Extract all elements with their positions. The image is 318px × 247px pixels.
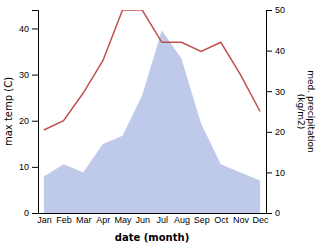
y2-tick-mark — [266, 10, 272, 11]
x-tick-label: Mar — [76, 215, 92, 225]
y2-axis-title: med. precipitation(kg/m2) — [296, 70, 316, 152]
y-tick-mark — [32, 167, 38, 168]
y-tick-label: 30 — [19, 70, 29, 80]
x-tick-label: Jan — [37, 215, 52, 225]
x-tick: Aug — [174, 213, 190, 225]
marks — [44, 10, 260, 213]
y-tick: 40 — [19, 24, 38, 34]
x-tick: Mar — [76, 213, 92, 225]
x-tick: Jan — [37, 213, 52, 225]
y2-tick: 30 — [266, 87, 285, 97]
y2-tick-label: 40 — [275, 46, 285, 56]
x-axis-line — [39, 213, 267, 214]
y-axis-line — [32, 11, 39, 214]
y-axis: 0 10 20 30 40 — [19, 11, 39, 219]
x-tick: Apr — [96, 213, 110, 225]
y2-axis-line — [267, 11, 273, 214]
x-tick-label: Oct — [214, 215, 229, 225]
area — [44, 30, 260, 213]
y2-tick-label: 30 — [275, 87, 285, 97]
y2-tick: 40 — [266, 46, 285, 56]
y-tick-label: 10 — [19, 162, 29, 172]
x-tick-label: Jun — [135, 215, 150, 225]
x-tick-label: Dec — [253, 215, 270, 225]
y-tick-label: 40 — [19, 24, 29, 34]
y-tick: 0 — [24, 208, 38, 218]
y-tick-mark — [32, 213, 38, 214]
x-axis: Jan Feb Mar Apr MayJun Jul Aug Sep Oct NovDec — [37, 213, 269, 225]
y-tick: 10 — [19, 162, 38, 172]
y-axis-title: max temp (C) — [3, 77, 14, 146]
y-tick-mark — [32, 121, 38, 122]
x-tick: Jul — [157, 213, 169, 225]
chart: Jan Feb Mar Apr MayJun Jul Aug Sep Oct NovDec 0 10 2… — [0, 0, 318, 247]
y2-tick: 0 — [266, 208, 280, 218]
x-tick: Jun — [135, 213, 150, 225]
y2-tick-mark — [266, 172, 272, 173]
y2-tick-mark — [266, 51, 272, 52]
y-tick: 20 — [19, 116, 38, 126]
x-axis-title: date (month) — [115, 232, 189, 243]
x-tick: May — [115, 213, 133, 225]
x-tick-label: Nov — [233, 215, 250, 225]
y2-tick-label: 0 — [275, 208, 280, 218]
y2-axis-title-line: med. precipitation — [306, 70, 316, 152]
line — [44, 10, 260, 130]
y2-tick: 20 — [266, 127, 285, 137]
y2-axis: 0 10 20 30 40 50 — [266, 5, 285, 218]
y-tick-mark — [32, 28, 38, 29]
x-tick: Sep — [194, 213, 210, 225]
plot: Jan Feb Mar Apr MayJun Jul Aug Sep Oct NovDec 0 10 2… — [19, 5, 285, 225]
x-tick: Nov — [233, 213, 250, 225]
x-tick: Feb — [56, 213, 72, 225]
y2-axis-title-line: (kg/m2) — [296, 94, 306, 129]
x-tick-label: Feb — [56, 215, 72, 225]
y2-tick-mark — [266, 213, 272, 214]
x-tick: Dec — [253, 213, 270, 225]
y2-tick: 50 — [266, 5, 285, 15]
x-tick-label: Jul — [157, 215, 169, 225]
y-tick-mark — [32, 75, 38, 76]
y2-tick-mark — [266, 91, 272, 92]
y2-tick: 10 — [266, 168, 285, 178]
x-tick-label: May — [115, 215, 133, 225]
x-tick-label: Sep — [194, 215, 210, 225]
y-tick-label: 0 — [24, 208, 29, 218]
y-tick: 30 — [19, 70, 38, 80]
x-tick: Oct — [214, 213, 229, 225]
y2-tick-label: 50 — [275, 5, 285, 15]
x-tick-label: Apr — [96, 215, 110, 225]
x-tick-label: Aug — [174, 215, 190, 225]
y2-tick-label: 10 — [275, 168, 285, 178]
y2-tick-label: 20 — [275, 127, 285, 137]
y-tick-label: 20 — [19, 116, 29, 126]
y2-tick-mark — [266, 132, 272, 133]
